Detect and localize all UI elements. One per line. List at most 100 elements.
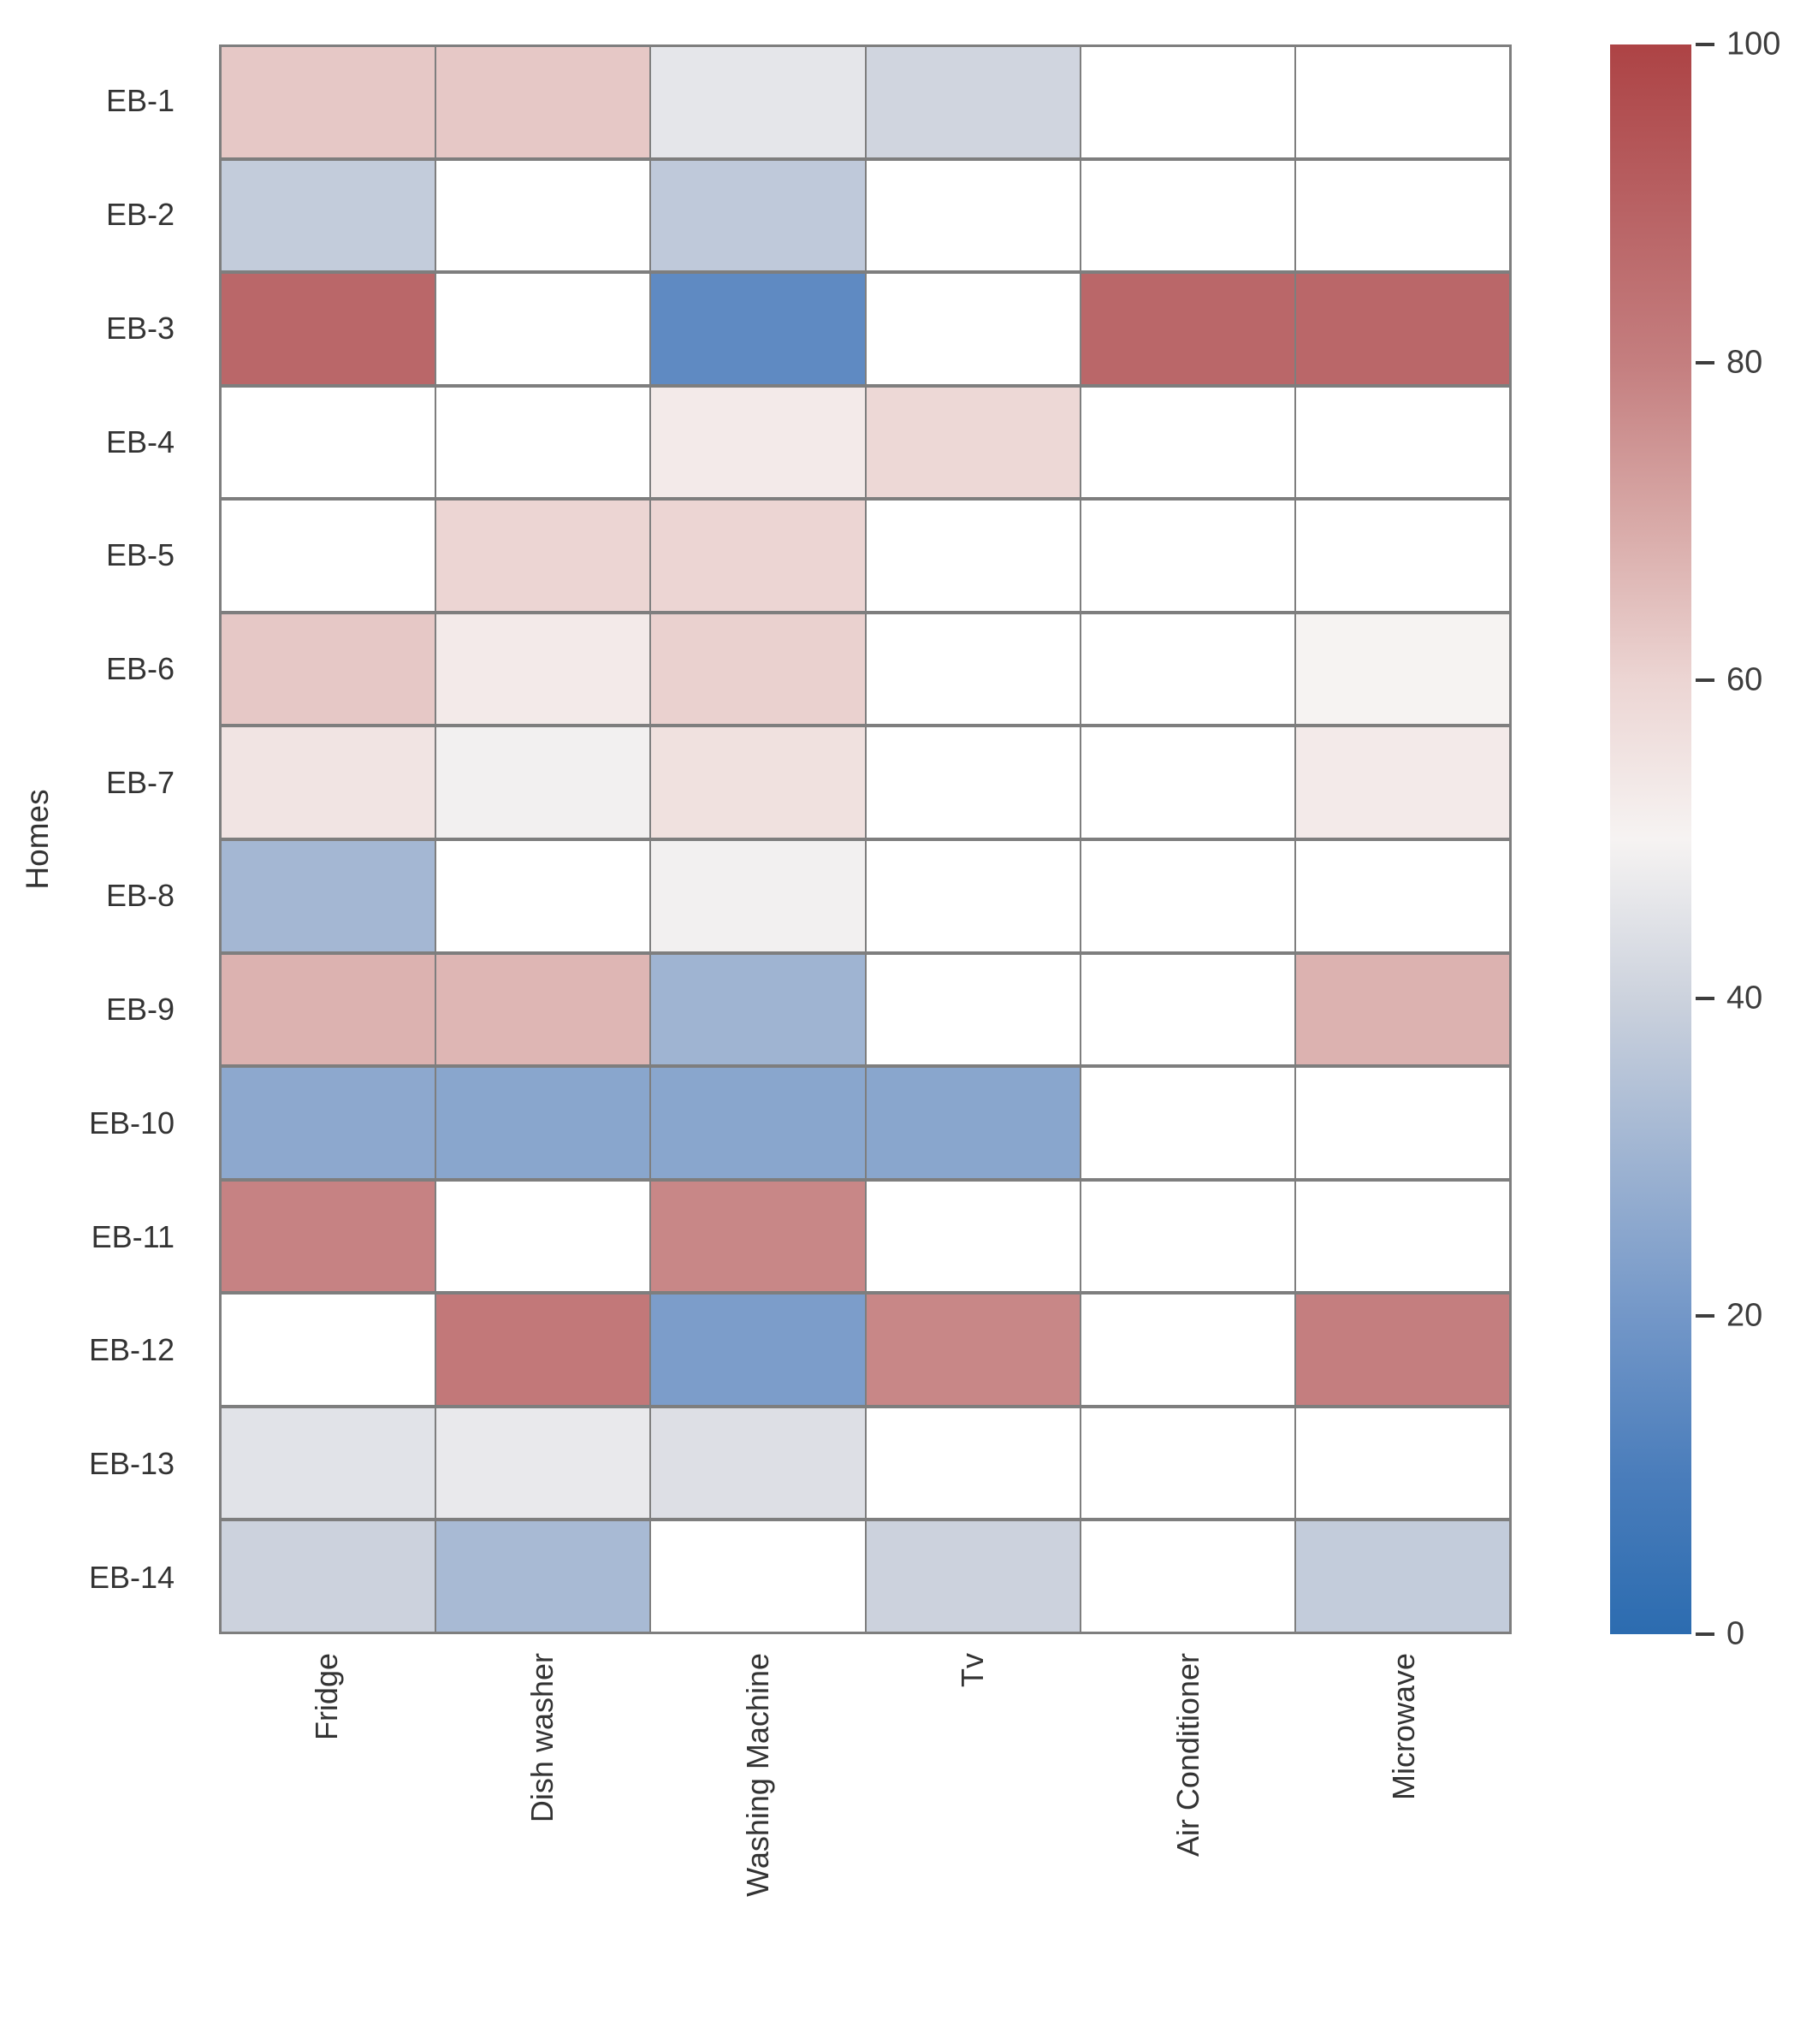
heatmap-cell [436,160,650,271]
colorbar: 100 80 60 40 20 0 [1610,27,1780,1652]
heatmap-cell [651,1068,865,1178]
heatmap-cell [1295,1181,1509,1292]
heatmap-cell [1081,1407,1294,1519]
y-tick-label: EB-3 [105,310,175,346]
heatmap-cell [222,727,435,838]
heatmap-cell [436,727,650,838]
heatmap-cell [1081,160,1294,271]
heatmap-cell [1295,613,1509,725]
heatmap-cell [222,1295,435,1405]
heatmap-cell [1295,840,1509,951]
heatmap-cell [222,387,435,498]
heatmap-cell [436,840,650,951]
colorbar-tick-label: 80 [1726,344,1763,381]
heatmap-cell [651,47,865,157]
heatmap-cell [436,501,650,611]
heatmap-cell [651,501,865,611]
heatmap-cell [1081,727,1294,838]
heatmap-cell [651,1407,865,1519]
heatmap-cell [866,1521,1080,1632]
heatmap-cell [436,1407,650,1519]
heatmap-cell [866,1407,1080,1519]
heatmap-cell [1081,1295,1294,1405]
y-tick-label: EB-7 [105,764,175,800]
heatmap-cell [651,613,865,725]
heatmap-cell [436,1295,650,1405]
colorbar-tick-mark [1696,1632,1714,1636]
heatmap-cell [651,1295,865,1405]
heatmap-cell [1081,1181,1294,1292]
y-tick-label: EB-1 [105,83,175,119]
heatmap-cell [651,274,865,384]
heatmap-cell [1295,1295,1509,1405]
y-tick-label: EB-12 [88,1332,175,1368]
y-tick-label: EB-11 [91,1218,175,1254]
colorbar-tick-mark [1696,996,1714,1000]
heatmap-cell [866,840,1080,951]
heatmap-cell [1081,1068,1294,1178]
x-tick-label: Air Conditioner [1170,1653,1206,1857]
colorbar-tick-mark [1696,678,1714,683]
colorbar-tick-label: 0 [1726,1615,1745,1652]
colorbar-tick-mark [1696,360,1714,364]
heatmap-cell [436,954,650,1065]
y-tick-label: EB-14 [88,1559,175,1595]
heatmap-cell [436,274,650,384]
y-tick-label: EB-10 [88,1105,175,1140]
heatmap-cell [651,160,865,271]
heatmap-cell [1295,274,1509,384]
y-tick-label: EB-6 [105,650,175,686]
heatmap-cell [222,840,435,951]
heatmap-cell [651,1521,865,1632]
heatmap-cell [866,47,1080,157]
heatmap-cell [1081,1521,1294,1632]
heatmap-cell [222,274,435,384]
heatmap-cell [866,274,1080,384]
colorbar-tick-label: 60 [1726,661,1763,698]
heatmap-cell [436,387,650,498]
y-axis-tick-labels: EB-1 EB-2 EB-3 EB-4 EB-5 EB-6 EB-7 EB-8 EB-9 EB-1… [0,44,198,1634]
heatmap-cell [222,160,435,271]
heatmap-cell [651,954,865,1065]
colorbar-tick-label: 40 [1726,980,1763,1016]
heatmap-cell [222,47,435,157]
heatmap-cell [222,1068,435,1178]
heatmap-cell [1081,840,1294,951]
heatmap-cell [1081,613,1294,725]
heatmap-cell [866,387,1080,498]
heatmap-cell [1295,1407,1509,1519]
heatmap-cell [866,954,1080,1065]
y-tick-label: EB-8 [105,878,175,914]
heatmap-cell [1295,160,1509,271]
x-tick-label: Fridge [308,1653,344,1741]
heatmap-cell [651,840,865,951]
x-axis-tick-labels: Fridge Dish washer Washing Machine Tv Air Co… [219,1653,1512,2038]
heatmap-cell [436,1181,650,1292]
heatmap-cell [222,501,435,611]
heatmap-cell [651,727,865,838]
heatmap-cell [651,387,865,498]
heatmap-cell [222,1521,435,1632]
x-tick-label: Dish washer [524,1653,560,1823]
heatmap-cell [866,1295,1080,1405]
heatmap-cell [866,501,1080,611]
heatmap-cell [866,1068,1080,1178]
heatmap-cell [866,727,1080,838]
y-tick-label: EB-4 [105,424,175,459]
heatmap-cell [222,1407,435,1519]
colorbar-tick-label: 20 [1726,1297,1763,1334]
heatmap-cell [436,613,650,725]
heatmap-cell [436,47,650,157]
heatmap-cell [651,1181,865,1292]
colorbar-tick-label: 100 [1726,26,1781,62]
colorbar-tick-mark [1696,1314,1714,1318]
x-tick-label: Washing Machine [739,1653,775,1897]
heatmap-cell [1295,1068,1509,1178]
heatmap-cell [436,1068,650,1178]
x-tick-label: Microwave [1386,1653,1422,1801]
y-tick-label: EB-9 [105,992,175,1028]
heatmap-cell [866,1181,1080,1292]
heatmap-cell [866,613,1080,725]
heatmap-cell [1295,1521,1509,1632]
